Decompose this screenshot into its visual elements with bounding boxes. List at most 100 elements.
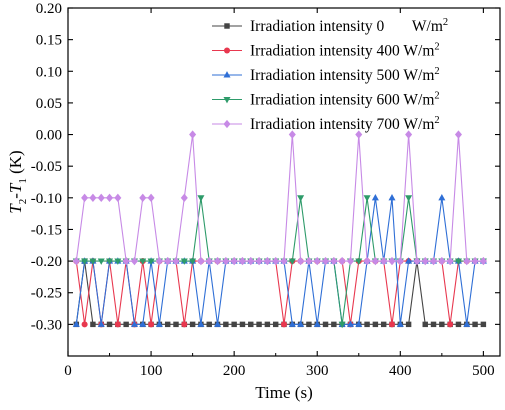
data-point bbox=[422, 321, 428, 328]
legend-item-3: Irradiation intensity 600 W/m2 bbox=[212, 91, 440, 109]
legend-label: Irradiation intensity 600 W/m2 bbox=[250, 91, 440, 109]
series-4 bbox=[72, 130, 487, 266]
data-point bbox=[346, 320, 354, 327]
data-point bbox=[114, 193, 122, 202]
data-point bbox=[330, 256, 338, 266]
data-point bbox=[272, 256, 280, 266]
data-point bbox=[197, 256, 205, 266]
data-point bbox=[97, 258, 105, 265]
data-point bbox=[214, 320, 222, 327]
data-point bbox=[447, 321, 454, 328]
data-point bbox=[147, 193, 155, 202]
plot-frame bbox=[67, 7, 501, 357]
data-point bbox=[322, 321, 329, 328]
data-point bbox=[380, 256, 388, 266]
data-point bbox=[297, 256, 305, 266]
x-axis-title: Time (s) bbox=[255, 383, 312, 402]
data-point bbox=[388, 256, 396, 266]
data-point bbox=[313, 256, 321, 266]
data-point bbox=[189, 258, 197, 265]
data-point bbox=[222, 256, 230, 266]
data-point bbox=[405, 195, 413, 202]
data-point bbox=[405, 321, 412, 328]
data-point bbox=[272, 321, 279, 328]
data-point bbox=[155, 320, 163, 327]
data-point bbox=[306, 321, 312, 328]
data-point bbox=[256, 321, 262, 328]
data-point bbox=[355, 130, 363, 139]
x-tick-label: 300 bbox=[306, 363, 329, 379]
data-point bbox=[280, 256, 288, 266]
data-point bbox=[405, 257, 413, 264]
data-point bbox=[355, 258, 363, 265]
data-point bbox=[264, 321, 271, 328]
data-point bbox=[438, 256, 446, 266]
data-point bbox=[463, 320, 471, 327]
data-point bbox=[206, 321, 212, 328]
data-point bbox=[172, 256, 180, 266]
data-point bbox=[89, 193, 97, 202]
y-tick-label: -0.30 bbox=[31, 317, 62, 333]
data-point bbox=[363, 256, 371, 266]
data-point bbox=[223, 96, 231, 104]
data-point bbox=[97, 193, 105, 202]
data-point bbox=[164, 256, 172, 266]
data-point bbox=[223, 119, 231, 129]
y-tick-label: -0.25 bbox=[31, 286, 62, 302]
legend-label: Irradiation intensity 400 W/m2 bbox=[250, 42, 440, 60]
data-point bbox=[388, 193, 396, 201]
y-tick-label: 0.15 bbox=[36, 33, 62, 49]
data-point bbox=[355, 320, 363, 327]
data-point bbox=[114, 321, 121, 328]
data-point bbox=[288, 258, 296, 265]
legend-item-2: Irradiation intensity 500 W/m2 bbox=[212, 66, 440, 84]
data-point bbox=[371, 193, 379, 201]
data-point bbox=[371, 256, 379, 266]
legend-label: Irradiation intensity 700 W/m2 bbox=[250, 115, 440, 133]
data-point bbox=[106, 321, 113, 328]
data-point bbox=[454, 130, 462, 139]
data-point bbox=[479, 256, 487, 266]
data-point bbox=[338, 321, 346, 329]
data-point bbox=[471, 256, 479, 266]
data-point bbox=[72, 320, 80, 327]
data-point bbox=[239, 321, 246, 328]
x-tick-label: 0 bbox=[64, 363, 72, 379]
data-point bbox=[430, 256, 438, 266]
data-point bbox=[155, 256, 163, 266]
data-point bbox=[197, 195, 205, 202]
data-point bbox=[180, 193, 188, 202]
data-point bbox=[189, 321, 196, 328]
data-point bbox=[463, 256, 471, 266]
x-tick-label: 400 bbox=[389, 363, 412, 379]
legend-item-0: Irradiation intensity 0 W/m2 bbox=[212, 17, 448, 35]
data-point bbox=[173, 321, 179, 328]
data-point bbox=[148, 321, 155, 328]
data-point bbox=[122, 256, 130, 266]
y-tick-label: 0.00 bbox=[36, 128, 62, 144]
data-point bbox=[106, 193, 114, 202]
y-tick-label: -0.15 bbox=[31, 222, 62, 238]
y-tick-label: -0.05 bbox=[31, 159, 62, 175]
data-point bbox=[446, 256, 454, 266]
y-tick-label: 0.05 bbox=[36, 96, 62, 112]
data-point bbox=[331, 321, 337, 328]
data-point bbox=[480, 321, 487, 328]
data-point bbox=[130, 256, 138, 266]
data-point bbox=[81, 321, 88, 328]
data-point bbox=[123, 321, 129, 328]
data-point bbox=[396, 320, 404, 327]
data-point bbox=[248, 321, 254, 328]
data-point bbox=[231, 321, 237, 328]
data-point bbox=[363, 195, 371, 202]
data-point bbox=[388, 321, 396, 328]
data-point bbox=[223, 47, 231, 54]
data-point bbox=[421, 256, 429, 266]
data-point bbox=[223, 321, 229, 328]
data-point bbox=[322, 256, 330, 266]
y-tick-label: 0.20 bbox=[36, 1, 62, 17]
data-point bbox=[180, 258, 188, 265]
legend-label: Irradiation intensity 500 W/m2 bbox=[250, 66, 440, 84]
